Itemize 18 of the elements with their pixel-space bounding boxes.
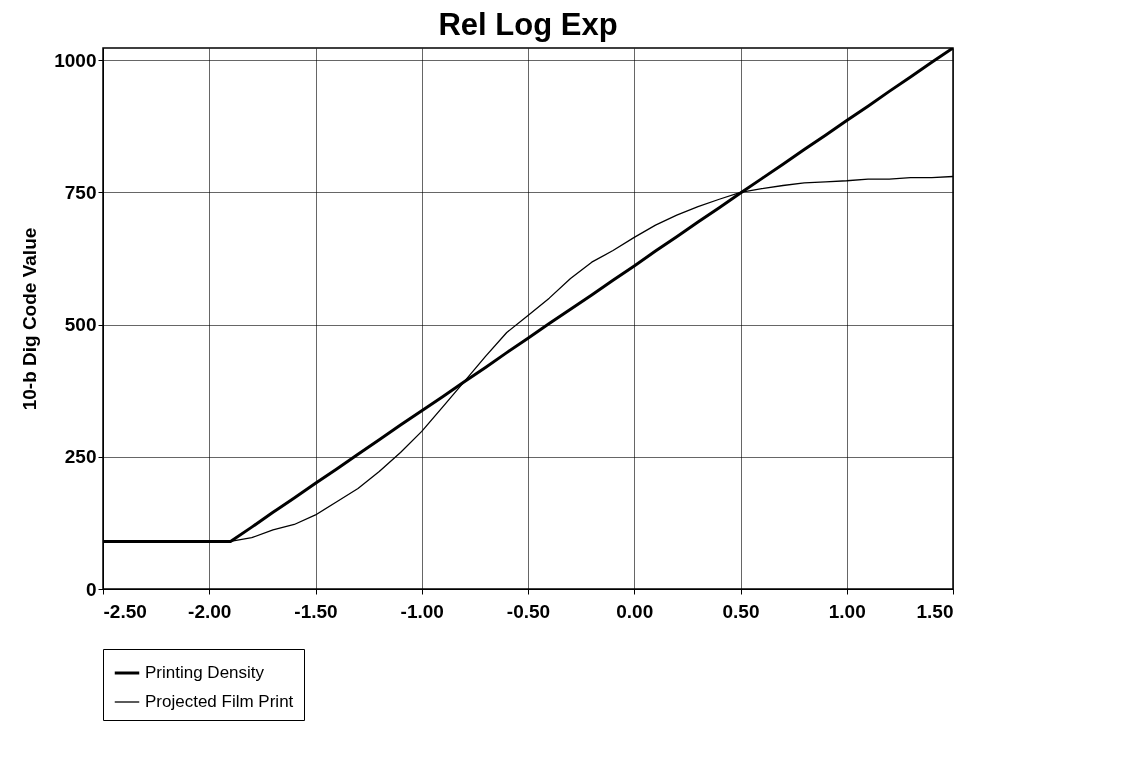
legend-label: Projected Film Print [145,692,294,711]
y-tick-label: 250 [64,446,97,468]
x-tick-label: -0.50 [506,600,551,622]
y-tick-label: 750 [64,181,97,203]
y-tick-label: 1000 [54,49,97,71]
chart-title: Rel Log Exp [438,7,618,42]
x-tick-label: 1.50 [916,600,954,622]
x-tick-label: -2.00 [188,600,232,622]
x-tick-label: -1.00 [400,600,444,622]
x-tick-label: -1.50 [294,600,338,622]
x-tick-label: 1.00 [828,600,866,622]
x-tick-label: 0.00 [616,600,654,622]
y-tick-label: 0 [85,578,97,600]
x-tick-label: 0.50 [722,600,760,622]
y-tick-label: 500 [64,314,97,336]
y-axis-title: 10-b Dig Code Value [19,227,41,411]
legend-label: Printing Density [145,663,265,682]
x-tick-label: -2.50 [103,600,147,622]
